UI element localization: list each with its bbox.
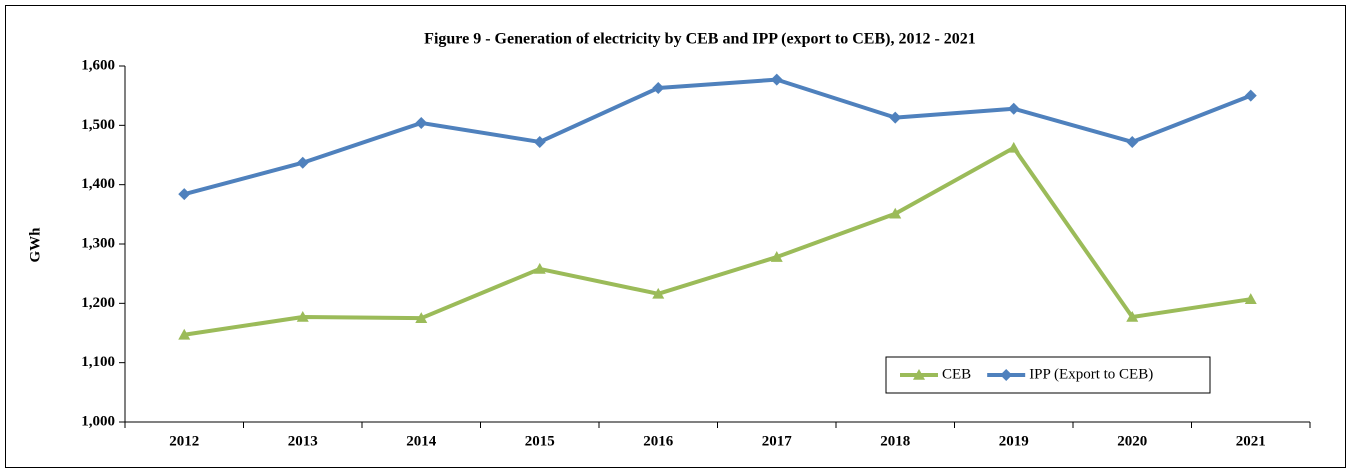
data-point [296, 156, 309, 169]
chart-frame [5, 5, 1346, 468]
data-point [533, 135, 546, 148]
x-tick-label: 2020 [1117, 433, 1147, 449]
x-tick-label: 2014 [406, 433, 437, 449]
y-tick-label: 1,000 [81, 413, 115, 429]
y-axis-label: GWh [27, 227, 43, 263]
x-tick-label: 2015 [525, 433, 555, 449]
legend-marker [913, 369, 925, 380]
legend-box [885, 356, 1211, 394]
x-tick-label: 2019 [999, 433, 1029, 449]
data-point [1126, 310, 1139, 322]
data-point [652, 81, 665, 94]
y-tick-label: 1,200 [81, 295, 115, 311]
data-point [178, 328, 191, 340]
chart-title: Figure 9 - Generation of electricity by … [424, 31, 976, 48]
data-point [533, 262, 546, 274]
data-point [1007, 141, 1020, 153]
data-point [1244, 89, 1257, 102]
data-point [415, 116, 428, 129]
data-point [296, 310, 309, 322]
data-point [770, 251, 783, 262]
legend-marker [1000, 369, 1013, 381]
y-tick-label: 1,500 [81, 117, 115, 133]
data-point [652, 287, 665, 299]
y-tick-label: 1,300 [81, 235, 115, 251]
y-tick-label: 1,600 [81, 57, 115, 73]
series-line [183, 77, 1252, 197]
data-point [1244, 293, 1257, 304]
data-point [1126, 135, 1139, 148]
data-point [770, 73, 783, 86]
x-tick-label: 2013 [288, 433, 318, 449]
data-point [889, 111, 902, 124]
x-tick-label: 2012 [169, 433, 199, 449]
y-tick-label: 1,400 [81, 176, 115, 192]
data-point [889, 207, 902, 219]
y-tick-label: 1,100 [81, 354, 115, 370]
data-point [178, 188, 191, 201]
x-tick-label: 2021 [1236, 433, 1266, 449]
series-line [183, 145, 1252, 337]
data-point [1007, 102, 1020, 115]
legend-label: IPP (Export to CEB) [1029, 366, 1153, 382]
data-point [415, 312, 428, 323]
x-tick-label: 2017 [762, 433, 793, 449]
x-tick-label: 2018 [880, 433, 910, 449]
x-tick-label: 2016 [643, 433, 674, 449]
legend-label: CEB [942, 366, 971, 382]
